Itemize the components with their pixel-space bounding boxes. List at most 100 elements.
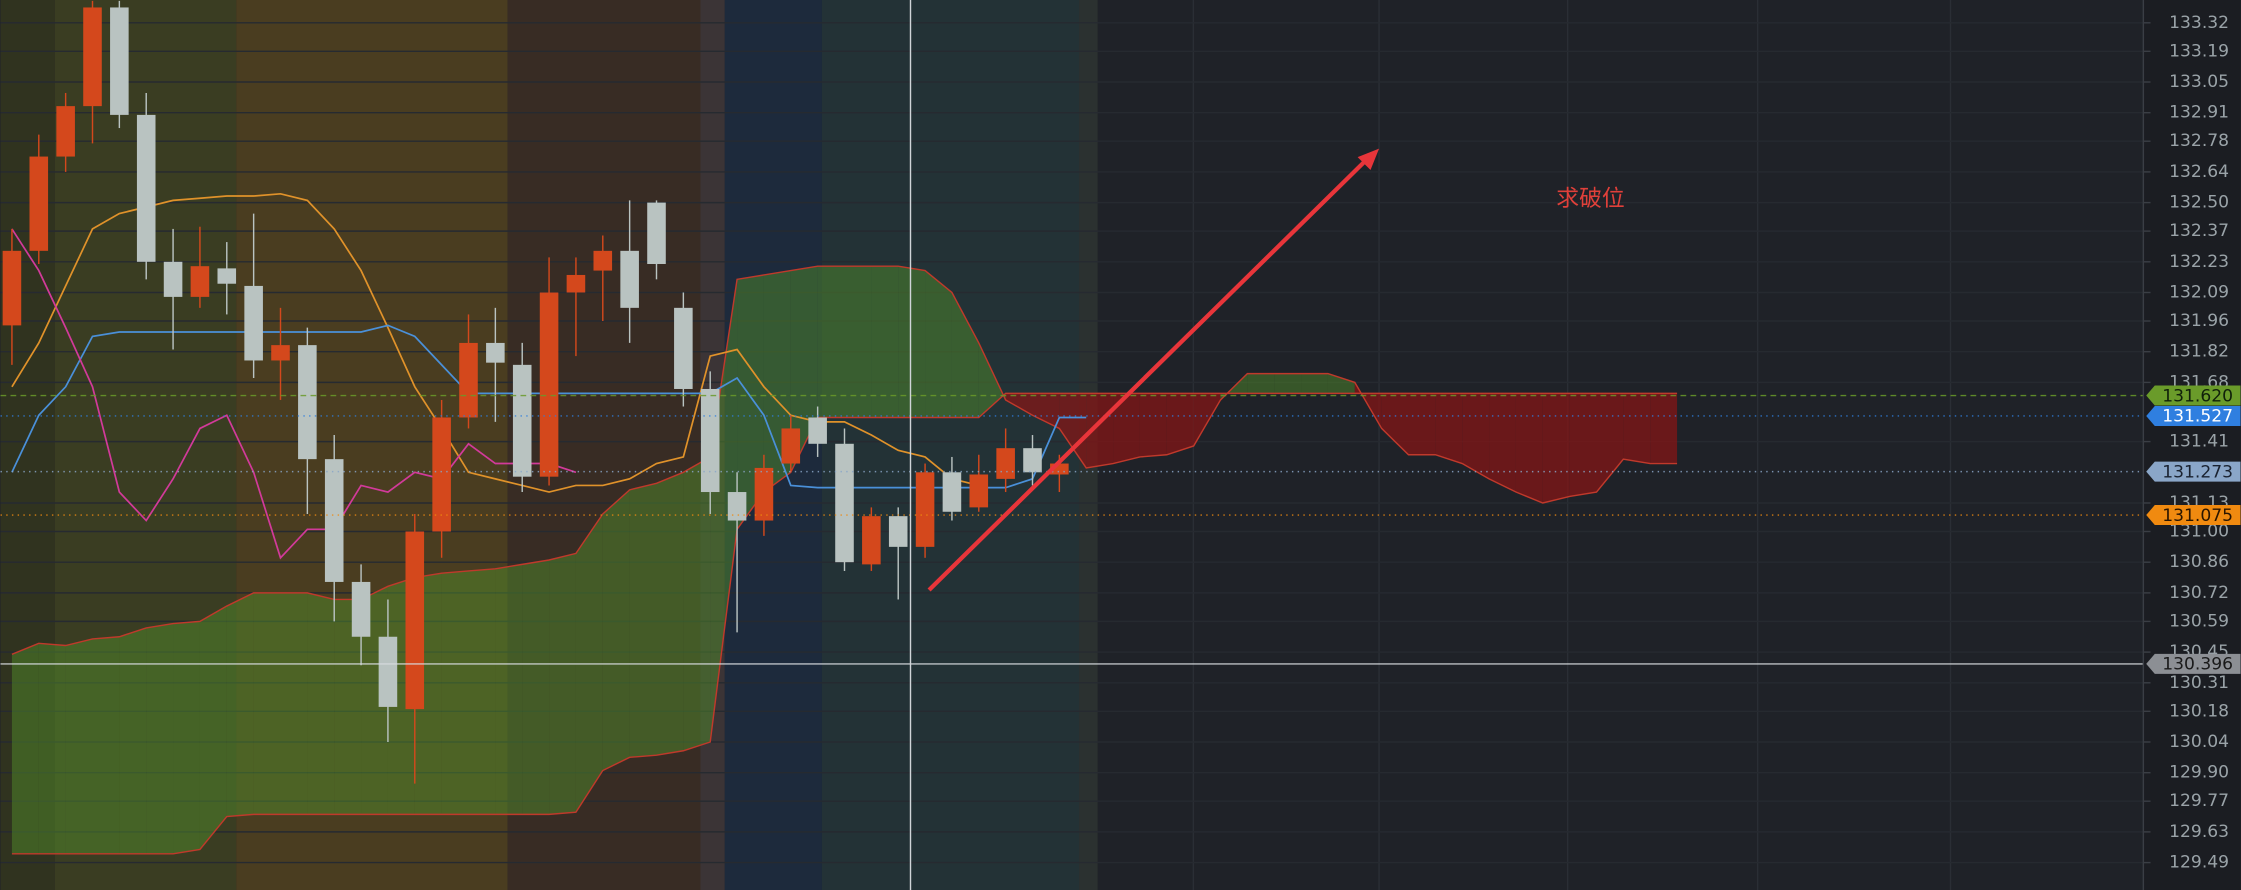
- candle-body: [835, 443, 854, 563]
- cloud-fill: [11, 643, 39, 854]
- cloud-fill: [92, 636, 120, 854]
- y-tick-label: 132.91: [2169, 103, 2229, 123]
- y-tick-label: 129.63: [2169, 822, 2229, 842]
- cloud-fill: [199, 606, 227, 850]
- trend-arrow: [927, 148, 1380, 592]
- cloud-fill: [1623, 393, 1651, 464]
- y-tick-label: 129.77: [2169, 791, 2229, 811]
- cloud-fill: [602, 489, 630, 771]
- cloud-fill: [1086, 393, 1114, 468]
- candle-body: [539, 292, 559, 477]
- cloud-fill: [441, 570, 469, 815]
- cloud-fill: [549, 553, 576, 815]
- candle-body: [1050, 463, 1069, 475]
- candle-body: [888, 516, 908, 547]
- cloud-line: [11, 265, 1678, 655]
- cloud-fill: [1515, 393, 1543, 503]
- y-tick-label: 132.64: [2169, 162, 2229, 182]
- price-tag-label: 130.396: [2162, 655, 2233, 675]
- candle-body: [915, 472, 935, 547]
- cloud-fill: [1005, 393, 1033, 416]
- candle-body: [190, 266, 210, 297]
- y-tick-label: 131.00: [2169, 522, 2229, 542]
- y-tick-label: 129.90: [2169, 763, 2229, 783]
- annotation: 求破位: [1556, 186, 1625, 212]
- candle-body: [378, 636, 398, 707]
- y-tick-label: 132.09: [2169, 283, 2229, 303]
- candle-body: [351, 581, 371, 637]
- candle-body: [163, 261, 183, 297]
- cloud-fill: [173, 621, 200, 854]
- cloud-fill: [737, 274, 764, 530]
- cloud-line: [11, 392, 1678, 855]
- price-tag-label: 131.273: [2162, 462, 2233, 482]
- cloud-fill: [38, 643, 66, 854]
- cloud-fill: [1113, 393, 1140, 464]
- y-tick-label: 132.23: [2169, 252, 2229, 272]
- cloud-fill: [898, 266, 926, 418]
- y-tick-label: 130.18: [2169, 701, 2229, 721]
- candle-body: [298, 345, 317, 460]
- candle-body: [110, 7, 129, 115]
- y-tick-label: 132.50: [2169, 193, 2229, 213]
- candle-body: [808, 417, 827, 444]
- indicator-line: [11, 228, 577, 560]
- candle-body: [996, 448, 1015, 479]
- cloud-fill: [1193, 393, 1221, 446]
- cloud-fill: [925, 270, 952, 418]
- cloud-fill: [656, 472, 684, 756]
- price-tag: [2146, 653, 2241, 674]
- candle-body: [969, 474, 989, 508]
- candle-body: [942, 472, 962, 512]
- cloud-fill: [1462, 393, 1490, 479]
- cloud-fill: [1381, 393, 1409, 455]
- price-axis: 133.32 133.19 133.05 132.91 132.78 132.64 132.…: [2143, 13, 2229, 873]
- cloud-fill: [495, 564, 523, 815]
- cloud-fill: [871, 266, 899, 418]
- cloud-fill: [1059, 393, 1087, 468]
- y-tick-label: 133.32: [2169, 13, 2229, 33]
- y-tick-label: 133.05: [2169, 72, 2229, 92]
- candle-body: [271, 345, 290, 361]
- cloud-fill: [710, 279, 738, 742]
- cloud-fill: [522, 560, 550, 815]
- candle-body: [217, 268, 237, 284]
- cloud-fill: [1301, 373, 1328, 394]
- cloud-fill: [1327, 373, 1355, 394]
- y-tick-label: 130.04: [2169, 732, 2229, 752]
- candle-body: [727, 492, 747, 521]
- cloud: [11, 265, 1678, 855]
- price-lines: [0, 394, 2144, 665]
- cloud-fill: [253, 592, 281, 815]
- y-tick-label: 131.82: [2169, 342, 2229, 362]
- cloud-fill: [1569, 393, 1597, 497]
- candle-body: [700, 388, 720, 493]
- price-tag-label: 131.527: [2162, 407, 2233, 427]
- cloud-fill: [575, 513, 603, 813]
- cloud-fill: [1435, 393, 1463, 464]
- cloud-fill: [1489, 393, 1516, 493]
- cloud-fill: [1650, 393, 1678, 464]
- candle-body: [324, 459, 344, 582]
- candle-body: [244, 285, 263, 361]
- y-tick-label: 133.19: [2169, 41, 2229, 61]
- cloud-fill: [1542, 393, 1570, 503]
- cloud-fill: [307, 592, 335, 815]
- cloud-fill: [1274, 373, 1302, 394]
- y-tick-label: 131.41: [2169, 432, 2229, 452]
- candle-body: [29, 156, 49, 251]
- grid: [0, 22, 2144, 864]
- cloud-fill: [65, 638, 93, 854]
- candle-body: [647, 202, 666, 264]
- cloud-fill: [1139, 393, 1167, 457]
- cloud-fill: [1247, 373, 1275, 394]
- candle-body: [486, 342, 505, 363]
- y-tick-label: 131.96: [2169, 311, 2229, 331]
- candle-body: [459, 342, 478, 418]
- candle-body: [83, 7, 102, 107]
- cloud-fill: [629, 483, 657, 758]
- cloud-fill: [334, 599, 362, 815]
- y-tick-label: 132.78: [2169, 131, 2229, 151]
